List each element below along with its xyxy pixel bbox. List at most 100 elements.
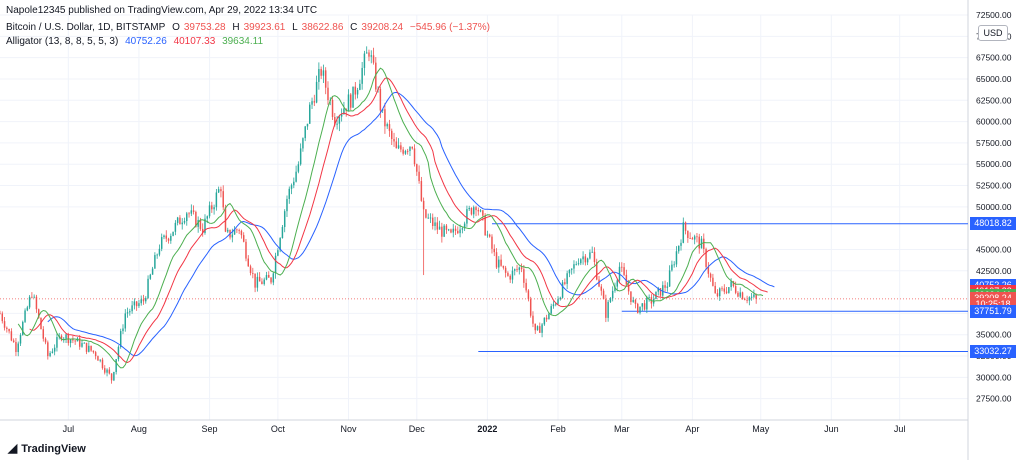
high-value: 39923.61 <box>243 22 286 33</box>
candle-body <box>671 264 673 271</box>
candle-body <box>596 262 598 280</box>
y-tick-label: 42500.00 <box>976 266 1012 276</box>
candle-body <box>190 210 193 214</box>
candle-body <box>254 273 256 288</box>
candle-body <box>514 269 516 271</box>
candle-body <box>420 181 423 201</box>
candle-body <box>677 245 680 252</box>
y-tick-label: 27500.00 <box>976 394 1012 404</box>
candle-body <box>47 342 49 357</box>
candle-body <box>347 94 350 111</box>
candle-body <box>263 279 265 285</box>
candle-body <box>12 340 15 343</box>
symbol-title: Bitcoin / U.S. Dollar, 1D, BITSTAMP <box>6 22 166 33</box>
candle-body <box>140 299 142 304</box>
candle-body <box>491 236 493 249</box>
currency-button[interactable]: USD <box>978 25 1008 41</box>
candle-body <box>550 306 552 314</box>
x-tick-label: 2022 <box>477 424 497 434</box>
candle-body <box>438 226 441 230</box>
candle-body <box>236 229 238 231</box>
candle-body <box>591 251 593 253</box>
candle-body <box>705 249 707 267</box>
candle-body <box>589 252 591 259</box>
candle-body <box>709 273 712 278</box>
alligator-label: Alligator (13, 8, 8, 5, 5, 3) <box>6 36 119 47</box>
candle-body <box>605 299 607 318</box>
candle-body <box>662 285 664 296</box>
candle-body <box>714 285 716 294</box>
candle-body <box>156 254 158 256</box>
candle-body <box>409 146 411 152</box>
candle-body <box>502 265 505 268</box>
candle-body <box>425 209 427 218</box>
candle-body <box>484 215 486 236</box>
candle-body <box>545 317 548 320</box>
y-tick-label: 30000.00 <box>976 372 1012 382</box>
candle-body <box>548 313 550 320</box>
candle-body <box>516 269 518 271</box>
candle-body <box>272 273 275 283</box>
candle-body <box>741 292 744 300</box>
candle-body <box>725 291 728 293</box>
candle-body <box>527 290 530 300</box>
candle-body <box>94 352 97 357</box>
candle-body <box>26 307 29 311</box>
candle-body <box>744 299 746 301</box>
candle-body <box>365 52 368 54</box>
candle-body <box>523 269 525 283</box>
candle-body <box>295 171 297 182</box>
candle-body <box>584 256 587 263</box>
candle-body <box>623 267 625 275</box>
tradingview-logo[interactable]: ◢ TradingView <box>8 441 86 455</box>
candle-body <box>35 296 38 310</box>
candle-body <box>277 250 279 256</box>
candle-body <box>630 291 632 302</box>
candle-body <box>557 299 559 304</box>
candle-body <box>443 225 445 237</box>
x-tick-label: Sep <box>202 424 218 434</box>
candle-body <box>616 280 618 287</box>
candle-body <box>411 146 413 149</box>
y-tick-label: 52500.00 <box>976 181 1012 191</box>
candle-body <box>445 225 448 230</box>
candle-body <box>577 263 580 265</box>
candle-body <box>536 326 539 331</box>
candle-body <box>648 297 650 298</box>
y-tick-label: 65000.00 <box>976 74 1012 84</box>
candle-body <box>684 222 687 231</box>
candle-body <box>338 116 341 124</box>
candle-body <box>602 290 605 300</box>
candle-body <box>511 270 514 280</box>
candle-body <box>598 279 600 287</box>
candle-body <box>256 276 259 288</box>
candle-body <box>507 272 509 276</box>
candle-body <box>42 329 45 339</box>
candle-body <box>712 277 714 286</box>
candle-body <box>368 52 370 57</box>
candle-body <box>459 229 461 234</box>
candle-body <box>593 251 596 263</box>
candle-body <box>53 347 56 352</box>
candle-body <box>85 342 88 352</box>
candle-body <box>568 269 571 274</box>
candle-body <box>406 150 409 152</box>
candle-body <box>675 251 678 265</box>
candle-body <box>213 207 215 210</box>
candle-body <box>6 327 8 329</box>
candle-body <box>639 306 641 313</box>
candle-body <box>74 340 76 342</box>
candle-body <box>315 81 318 103</box>
candle-body <box>466 209 468 224</box>
candle-body <box>386 124 388 127</box>
candle-body <box>72 339 74 341</box>
x-tick-label: May <box>752 424 770 434</box>
candle-body <box>44 338 47 343</box>
candle-body <box>24 310 26 322</box>
ohlc-legend: Bitcoin / U.S. Dollar, 1D, BITSTAMP O 397… <box>6 22 494 33</box>
candle-body <box>350 94 352 108</box>
candle-body <box>172 231 174 236</box>
candle-body <box>582 256 584 260</box>
y-tick-label: 67500.00 <box>976 53 1012 63</box>
